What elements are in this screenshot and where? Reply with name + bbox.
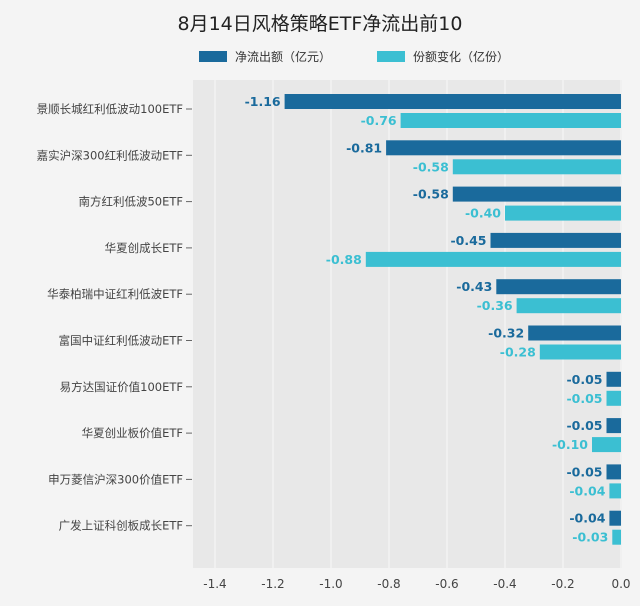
share-change-label: -0.88	[326, 252, 362, 267]
share-change-label: -0.10	[552, 437, 588, 452]
category-label: 广发上证科创板成长ETF	[59, 519, 183, 533]
share-change-bar	[365, 251, 621, 267]
chart-title: 8月14日风格策略ETF净流出前10	[178, 13, 463, 35]
category-label: 华夏创成长ETF	[105, 241, 183, 255]
outflow-label: -0.05	[566, 464, 602, 479]
category-label: 嘉实沪深300红利低波动ETF	[37, 148, 183, 162]
outflow-label: -0.05	[566, 372, 602, 387]
category-label: 华泰柏瑞中证红利低波ETF	[47, 287, 183, 301]
outflow-bar	[528, 325, 621, 341]
legend: 净流出额（亿元） 份额变化（亿份）	[199, 49, 509, 64]
outflow-bar	[386, 140, 621, 156]
outflow-bar	[606, 418, 621, 434]
legend-swatch-outflow	[199, 51, 227, 62]
outflow-label: -0.43	[456, 279, 492, 294]
x-tick-label: -1.0	[319, 577, 342, 591]
outflow-label: -0.32	[488, 326, 524, 341]
outflow-bar	[452, 186, 621, 202]
share-change-label: -0.36	[477, 298, 513, 313]
outflow-label: -0.05	[566, 418, 602, 433]
legend-label-share-change: 份额变化（亿份）	[413, 49, 509, 64]
category-label: 景顺长城红利低波动100ETF	[37, 102, 183, 116]
share-change-bar	[539, 344, 621, 360]
outflow-bar	[496, 279, 621, 295]
x-tick-label: -0.8	[377, 577, 400, 591]
share-change-bar	[606, 390, 621, 406]
category-label: 南方红利低波50ETF	[78, 195, 183, 209]
outflow-label: -0.81	[346, 140, 382, 155]
outflow-bar	[490, 232, 621, 248]
x-tick-label: 0.0	[611, 577, 630, 591]
x-tick-label: -0.6	[435, 577, 458, 591]
category-label: 华夏创业板价值ETF	[82, 426, 183, 440]
outflow-bar	[609, 510, 621, 526]
share-change-label: -0.28	[500, 345, 536, 360]
share-change-bar	[609, 483, 621, 499]
share-change-bar	[516, 298, 621, 314]
share-change-label: -0.40	[465, 206, 501, 221]
share-change-bar	[612, 529, 621, 545]
share-change-bar	[452, 159, 621, 175]
legend-label-outflow: 净流出额（亿元）	[235, 49, 331, 64]
share-change-label: -0.04	[569, 483, 605, 498]
x-tick-label: -1.2	[261, 577, 284, 591]
share-change-bar	[400, 113, 621, 128]
share-change-label: -0.76	[361, 113, 397, 128]
share-change-bar	[505, 205, 621, 221]
share-change-label: -0.05	[566, 391, 602, 406]
outflow-bar	[606, 464, 621, 480]
x-tick-label: -1.4	[203, 577, 226, 591]
x-tick-label: -0.4	[493, 577, 516, 591]
category-label: 申万菱信沪深300价值ETF	[48, 472, 183, 486]
outflow-label: -0.04	[569, 511, 605, 526]
outflow-label: -0.45	[450, 233, 486, 248]
outflow-bar	[284, 94, 621, 109]
outflow-label: -1.16	[245, 94, 281, 109]
category-label: 富国中证红利低波动ETF	[59, 334, 183, 348]
legend-swatch-share-change	[377, 51, 405, 62]
x-tick-label: -0.2	[551, 577, 574, 591]
outflow-label: -0.58	[413, 187, 449, 202]
share-change-label: -0.58	[413, 159, 449, 174]
share-change-label: -0.03	[572, 530, 608, 545]
outflow-bar	[606, 371, 621, 387]
category-label: 易方达国证价值100ETF	[60, 380, 183, 394]
share-change-bar	[592, 437, 621, 453]
